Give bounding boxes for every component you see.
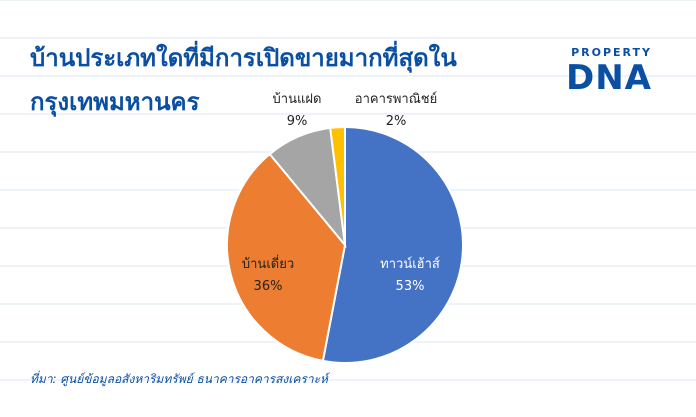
slice-label-commercial: อาคารพาณิชย์ <box>355 91 437 107</box>
slice-value-townhouse: 53% <box>396 279 425 294</box>
chart-title: บ้านประเภทใดที่มีการเปิดขายมากที่สุดใน ก… <box>30 36 550 124</box>
logo-main-text: DNA <box>566 58 652 98</box>
logo-top-text: PROPERTY <box>571 46 652 59</box>
source-note: ที่มา: ศูนย์ข้อมูลอสังหาริมทรัพย์ ธนาคาร… <box>30 372 328 386</box>
pie-slice-commercial <box>329 125 346 246</box>
property-dna-logo: PROPERTY DNA <box>542 40 652 110</box>
pie-slice-detached <box>226 152 347 363</box>
slice-value-twin: 9% <box>287 114 308 129</box>
pie-slice-townhouse <box>321 125 464 364</box>
slice-value-detached: 36% <box>254 279 283 294</box>
slice-label-detached: บ้านเดี่ยว <box>242 255 294 272</box>
slice-label-twin: บ้านแฝด <box>273 92 322 107</box>
title-line-2: กรุงเทพมหานคร <box>30 88 200 116</box>
slice-value-commercial: 2% <box>386 114 407 129</box>
title-line-1: บ้านประเภทใดที่มีการเปิดขายมากที่สุดใน <box>30 44 457 72</box>
slice-label-townhouse: ทาวน์เฮ้าส์ <box>380 256 440 272</box>
